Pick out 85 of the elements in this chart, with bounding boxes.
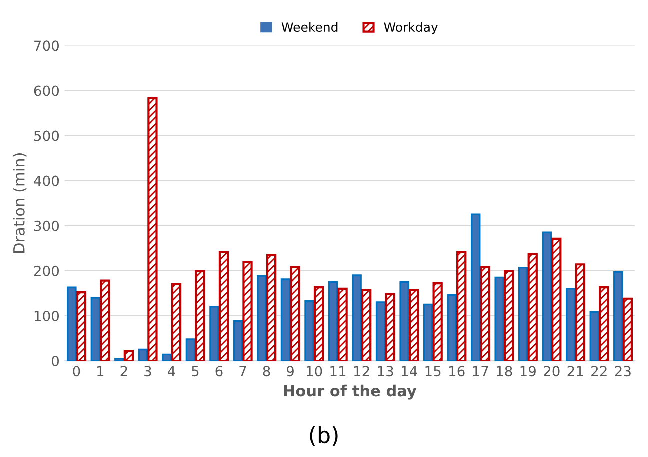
bar [590, 312, 600, 362]
bar [385, 293, 396, 362]
bar [456, 251, 467, 362]
bar [552, 238, 562, 362]
y-tick-label: 0 [52, 356, 60, 367]
bar [622, 298, 633, 362]
bar [114, 358, 124, 362]
x-tick-label: 23 [615, 366, 631, 377]
legend-label: Workday [384, 22, 438, 34]
bar [233, 320, 244, 362]
bar [124, 350, 134, 362]
x-axis-title: Hour of the day [284, 384, 417, 400]
y-axis-title: Dration (min) [13, 154, 27, 253]
bar [447, 294, 457, 362]
bar [138, 348, 148, 362]
x-tick-label: 4 [168, 366, 176, 376]
x-tick-label: 22 [592, 366, 607, 376]
x-tick-label: 10 [306, 366, 322, 377]
bar [328, 281, 338, 362]
bar [280, 278, 291, 362]
bar [76, 292, 87, 362]
x-tick-label: 19 [520, 366, 536, 377]
bar [218, 251, 230, 362]
legend-label: Weekend [282, 22, 338, 32]
bar [575, 264, 586, 362]
bar [528, 253, 538, 362]
bar [304, 300, 314, 362]
x-tick-label: 7 [240, 366, 246, 376]
bar [314, 286, 324, 362]
bar [67, 286, 77, 362]
bar [494, 276, 504, 362]
bar [376, 302, 386, 362]
bar [338, 288, 348, 362]
x-tick-label: 3 [144, 366, 152, 377]
bar [171, 283, 182, 362]
y-tick-label: 200 [34, 266, 60, 276]
bar [266, 254, 277, 362]
y-tick-label: 700 [34, 40, 60, 52]
y-tick-label: 400 [34, 176, 60, 186]
x-tick-label: 21 [568, 366, 584, 376]
x-tick-label: 6 [216, 366, 223, 377]
x-tick-label: 2 [120, 366, 128, 376]
bar [614, 271, 624, 362]
bar [432, 282, 443, 362]
x-tick-label: 1 [98, 366, 104, 376]
x-tick-label: 8 [263, 366, 270, 377]
x-tick-label: 0 [73, 366, 80, 377]
bar [148, 97, 158, 362]
bar [518, 266, 528, 362]
bar [352, 274, 362, 362]
y-tick-label: 500 [34, 130, 60, 142]
bar [470, 214, 481, 362]
bar [480, 266, 490, 362]
bar [361, 289, 372, 362]
x-tick-label: 5 [192, 366, 199, 377]
bar [100, 280, 110, 362]
bar [408, 289, 420, 362]
bar [186, 338, 196, 362]
bar [210, 306, 220, 362]
x-tick-label: 11 [330, 366, 346, 376]
text: (b) [310, 426, 338, 446]
bar [90, 297, 101, 362]
bar [162, 354, 172, 362]
bar [290, 266, 300, 362]
bar [195, 270, 206, 362]
bar [242, 261, 253, 362]
x-tick-label: 18 [497, 366, 512, 377]
bar [423, 304, 434, 362]
x-tick-label: 13 [378, 366, 394, 377]
bar [504, 270, 514, 362]
bar [400, 281, 410, 362]
x-tick-label: 15 [426, 366, 441, 377]
x-tick-label: 20 [544, 366, 560, 377]
x-tick-label: 16 [450, 366, 465, 377]
x-tick-label: 17 [473, 366, 488, 376]
y-tick-label: 600 [34, 86, 60, 96]
x-tick-label: 12 [354, 366, 370, 376]
bar [599, 286, 610, 362]
y-tick-label: 100 [34, 310, 60, 322]
y-tick-label: 300 [34, 220, 60, 232]
x-tick-label: 14 [402, 366, 418, 376]
bar [257, 276, 267, 362]
bar [566, 288, 576, 362]
x-tick-label: 9 [286, 366, 294, 377]
bar [542, 232, 552, 362]
